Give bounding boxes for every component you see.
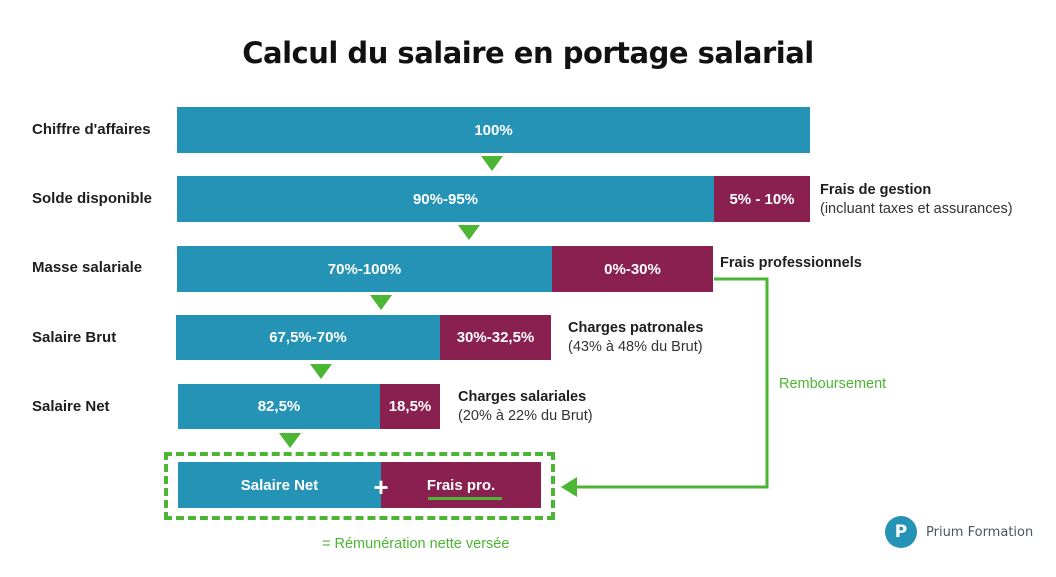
note-charges-patronales: Charges patronales (43% à 48% du Brut) [568,319,703,357]
note-charges-salariales: Charges salariales (20% à 22% du Brut) [458,388,593,426]
bar-chiffre-affaires: 100% [177,107,810,153]
bar-salaire-net: 82,5% [178,384,380,429]
row-label-salaire-brut: Salaire Brut [32,329,117,346]
note-title: Charges patronales [568,320,704,336]
note-subtitle: (20% à 22% du Brut) [458,408,593,424]
note-title: Frais de gestion [820,182,932,198]
page-title: Calcul du salaire en portage salarial [242,36,814,70]
note-title: Charges salariales [458,389,587,405]
down-arrow-icon [370,295,392,310]
frais-pro-underline [428,497,502,500]
note-frais-professionnels: Frais professionnels [720,254,862,273]
prium-logo-icon: P [885,516,917,548]
result-salaire-net: Salaire Net [178,462,381,508]
row-label-chiffre-affaires: Chiffre d'affaires [32,121,151,138]
note-frais-gestion: Frais de gestion (incluant taxes et assu… [820,181,1013,219]
remuneration-label: = Rémunération nette versée [322,536,510,552]
bar-frais-gestion: 5% - 10% [714,176,810,222]
down-arrow-icon [481,156,503,171]
plus-icon: + [373,472,389,502]
note-subtitle: (incluant taxes et assurances) [820,201,1013,217]
bar-charges-patronales: 30%-32,5% [440,315,551,360]
bar-masse-salariale: 70%-100% [177,246,552,292]
brand: P Prium Formation [885,516,1033,548]
brand-name: Prium Formation [926,524,1034,540]
bar-frais-professionnels: 0%-30% [552,246,713,292]
down-arrow-icon [310,364,332,379]
connector-line [576,277,769,489]
row-label-masse-salariale: Masse salariale [32,259,143,276]
remboursement-label: Remboursement [779,376,887,392]
bar-salaire-brut: 67,5%-70% [176,315,440,360]
result-dashed-frame [164,452,555,520]
result-frais-pro: Frais pro. [381,462,541,508]
note-title: Frais professionnels [720,255,862,271]
row-label-salaire-net: Salaire Net [32,398,110,415]
left-arrow-icon [561,477,577,497]
bar-charges-salariales: 18,5% [380,384,440,429]
bar-solde-disponible: 90%-95% [177,176,714,222]
down-arrow-icon [279,433,301,448]
note-subtitle: (43% à 48% du Brut) [568,339,703,355]
row-label-solde-disponible: Solde disponible [32,190,153,207]
down-arrow-icon [458,225,480,240]
